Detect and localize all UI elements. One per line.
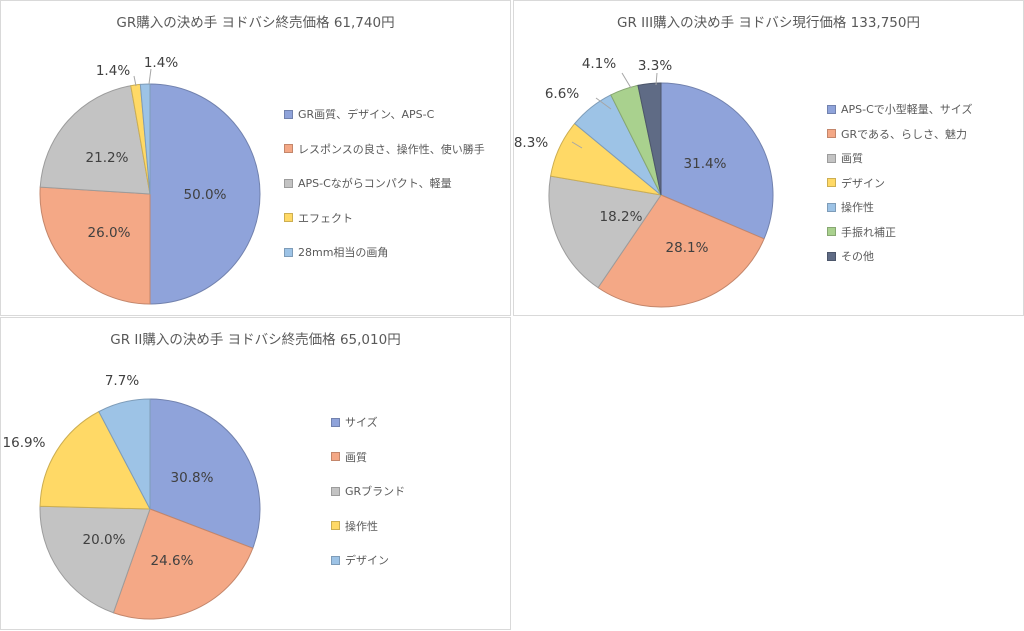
pie-chart-gr2: GR II購入の決め手 ヨドバシ終売価格 65,010円 30.8% 24.6% 2… — [0, 317, 511, 630]
legend-swatch — [331, 486, 340, 496]
legend-swatch — [284, 247, 293, 257]
legend-label: レスポンスの良さ、操作性、使い勝手 — [298, 142, 485, 156]
data-label: 26.0% — [88, 225, 131, 241]
legend-label: GRブランド — [345, 485, 406, 498]
legend-item: APS-Cで小型軽量、サイズ — [827, 101, 972, 117]
legend-swatch — [331, 452, 340, 461]
legend-item: 手振れ補正 — [827, 224, 896, 240]
legend-swatch — [827, 251, 836, 261]
legend-item: 操作性 — [827, 199, 874, 215]
data-label: 30.8% — [171, 470, 214, 486]
leader-line — [148, 68, 152, 85]
pie-slice — [149, 83, 261, 305]
data-label: 28.1% — [666, 240, 709, 256]
legend-item: サイズ — [331, 414, 378, 430]
pie-plot: 50.0% 26.0% 21.2% 1.4% 1.4% — [39, 55, 261, 305]
data-label: 16.9% — [3, 435, 46, 451]
legend-swatch — [827, 153, 836, 163]
legend-swatch — [827, 227, 836, 236]
pie-chart-gr: GR購入の決め手 ヨドバシ終売価格 61,740円 50.0% 26.0% 21.2… — [0, 0, 511, 316]
pie-slice — [548, 175, 662, 289]
pie-slice — [597, 194, 765, 308]
legend-label: 28mm相当の画角 — [298, 246, 389, 259]
data-label: 20.0% — [83, 532, 126, 548]
data-label: 21.2% — [86, 150, 129, 166]
legend-item: レスポンスの良さ、操作性、使い勝手 — [284, 141, 485, 157]
pie-slice — [149, 398, 261, 549]
legend-item: GRである、らしさ、魅力 — [827, 126, 967, 142]
legend-item: GR画質、デザイン、APS-C — [284, 106, 434, 122]
legend-item: 画質 — [331, 449, 367, 465]
data-label: 3.3% — [638, 58, 672, 74]
legend-swatch — [284, 178, 293, 188]
legend-item: GRブランド — [331, 483, 405, 499]
data-label: 6.6% — [545, 86, 579, 102]
legend-swatch — [827, 104, 836, 114]
legend-label: デザイン — [841, 176, 885, 190]
data-label: 7.7% — [105, 373, 139, 389]
legend-label: APS-Cながらコンパクト、軽量 — [298, 177, 452, 190]
leader-line — [595, 97, 612, 110]
legend-label: 手振れ補正 — [841, 225, 896, 239]
pie-slice — [39, 505, 151, 614]
legend-item: デザイン — [331, 552, 389, 568]
data-label: 1.4% — [96, 63, 130, 79]
legend-label: デザイン — [345, 554, 389, 567]
pie-slice — [660, 82, 774, 240]
legend-item: APS-Cながらコンパクト、軽量 — [284, 175, 452, 191]
legend-item: デザイン — [827, 175, 885, 191]
pie-slice — [112, 508, 254, 620]
legend-swatch — [284, 213, 293, 222]
chart-title: GR購入の決め手 ヨドバシ終売価格 61,740円 — [116, 15, 395, 31]
data-label: 1.4% — [144, 55, 178, 71]
legend-label: 画質 — [345, 450, 367, 464]
legend-item: エフェクト — [284, 210, 353, 226]
legend-label: サイズ — [345, 416, 378, 429]
legend-swatch — [331, 555, 340, 565]
data-label: 50.0% — [184, 187, 227, 203]
leader-line — [621, 72, 632, 89]
pie-slice — [39, 85, 151, 195]
leader-line — [133, 75, 137, 87]
leader-line — [571, 141, 583, 149]
legend-item: その他 — [827, 248, 874, 264]
pie-slice — [39, 186, 151, 305]
legend-label: 操作性 — [841, 201, 874, 214]
legend-label: APS-Cで小型軽量、サイズ — [841, 103, 973, 116]
data-label: 8.3% — [514, 135, 548, 151]
legend-swatch — [827, 202, 836, 212]
legend-item: 画質 — [827, 150, 863, 166]
legend-swatch — [827, 178, 836, 187]
pie-slice — [98, 398, 151, 510]
pie-slice — [39, 410, 151, 510]
pie-slice — [637, 82, 662, 196]
legend-label: エフェクト — [298, 211, 353, 225]
pie-plot: 31.4% 28.1% 18.2% 8.3% 6.6%4.1% 3.3% — [514, 56, 774, 308]
legend-item: 28mm相当の画角 — [284, 244, 388, 260]
legend-swatch — [284, 144, 293, 153]
chart-title: GR II購入の決め手 ヨドバシ終売価格 65,010円 — [110, 332, 401, 348]
legend-label: 操作性 — [345, 519, 378, 533]
data-label: 24.6% — [151, 553, 194, 569]
legend-swatch — [331, 521, 340, 530]
legend-swatch — [331, 417, 340, 427]
data-label: 4.1% — [582, 56, 616, 72]
chart-title: GR III購入の決め手 ヨドバシ現行価格 133,750円 — [617, 15, 920, 31]
legend-label: 画質 — [841, 152, 863, 165]
leader-line — [655, 72, 658, 86]
legend-swatch — [827, 129, 836, 138]
legend-swatch — [284, 109, 293, 119]
data-label: 31.4% — [684, 156, 727, 172]
data-label: 18.2% — [600, 209, 643, 225]
pie-slice — [139, 83, 151, 195]
pie-plot: 30.8% 24.6% 20.0% 16.9% 7.7% — [3, 373, 261, 620]
legend-label: その他 — [841, 250, 874, 263]
legend-label: GR画質、デザイン、APS-C — [298, 108, 435, 121]
legend-item: 操作性 — [331, 518, 378, 534]
pie-chart-gr3: GR III購入の決め手 ヨドバシ現行価格 133,750円 31.4% 28.1… — [513, 0, 1024, 316]
legend-label: GRである、らしさ、魅力 — [841, 127, 968, 141]
